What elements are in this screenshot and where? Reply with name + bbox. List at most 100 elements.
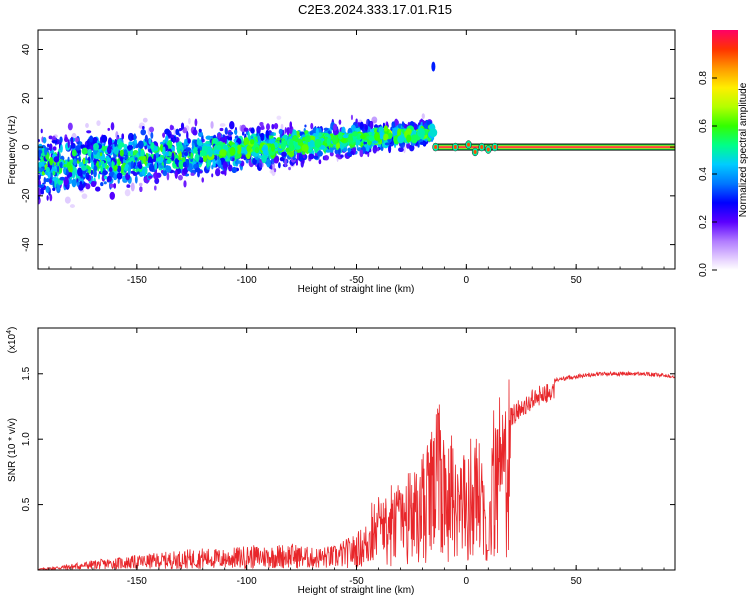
spectral-blob bbox=[384, 142, 390, 146]
spectral-blob bbox=[154, 161, 158, 170]
spectral-blob bbox=[318, 159, 322, 165]
colorbar-ticks: 0.0 0.2 0.4 0.6 0.8 bbox=[698, 71, 717, 277]
spectral-blob bbox=[224, 135, 227, 145]
spectral-core-blob bbox=[280, 142, 287, 150]
spectral-blob bbox=[222, 134, 226, 138]
spectral-core-blob bbox=[326, 137, 331, 146]
spectral-blob bbox=[227, 131, 234, 135]
spectral-blob bbox=[419, 141, 426, 145]
spectral-blob bbox=[162, 139, 166, 144]
spectral-blob bbox=[323, 127, 329, 131]
spectral-blob bbox=[153, 153, 157, 163]
spectral-blob bbox=[164, 135, 169, 144]
spectral-blob bbox=[64, 177, 69, 186]
spectral-blob bbox=[217, 159, 222, 168]
spectral-blob bbox=[350, 114, 353, 121]
spectral-blob bbox=[51, 139, 58, 144]
spectral-blob bbox=[97, 173, 101, 180]
snr-frame bbox=[37, 327, 676, 571]
spectral-core-blob bbox=[342, 134, 349, 139]
spectral-core-blob bbox=[374, 131, 380, 141]
transition-blob-core bbox=[434, 145, 438, 150]
spectral-core-blob bbox=[383, 125, 388, 132]
snr-x-ticks: -150 -100 -50 0 50 bbox=[48, 328, 665, 587]
spectral-core-blob bbox=[417, 127, 425, 138]
spectral-blob bbox=[190, 151, 194, 160]
spectral-blob bbox=[315, 128, 319, 137]
spectral-blob bbox=[148, 163, 155, 172]
y-tick-label: 0.5 bbox=[21, 497, 32, 511]
spectral-blob bbox=[91, 151, 94, 161]
spectral-blob bbox=[226, 158, 231, 162]
spectral-blob bbox=[133, 133, 137, 141]
spectral-blob bbox=[72, 158, 77, 166]
spectral-blob bbox=[201, 177, 205, 183]
spectral-blob bbox=[123, 149, 128, 156]
spectral-blob bbox=[140, 129, 147, 136]
spectral-blob bbox=[44, 178, 50, 183]
spectral-blob bbox=[154, 177, 160, 185]
spectral-blob bbox=[194, 153, 200, 162]
y-tick-label: 1.0 bbox=[21, 432, 32, 446]
spectral-blob bbox=[181, 157, 186, 163]
spectral-blob bbox=[142, 117, 148, 123]
spectral-blob bbox=[270, 164, 273, 170]
spectral-blob bbox=[219, 123, 226, 127]
spectral-blob bbox=[166, 172, 170, 181]
spectral-blob bbox=[59, 161, 63, 168]
spectral-core-blob bbox=[254, 146, 260, 154]
spectral-blob bbox=[49, 143, 53, 151]
spectral-blob bbox=[273, 132, 277, 136]
spectral-blob bbox=[139, 186, 143, 193]
spectral-blob bbox=[174, 170, 178, 179]
spectral-blob bbox=[198, 131, 204, 138]
spectral-blob bbox=[92, 136, 98, 145]
spectral-blob bbox=[310, 122, 314, 130]
spectral-blob bbox=[317, 150, 323, 157]
spectral-blob bbox=[183, 151, 189, 156]
spectral-blob bbox=[89, 135, 94, 143]
spectral-blob bbox=[79, 181, 83, 185]
spectral-blob bbox=[115, 131, 119, 139]
x-tick-label: 0 bbox=[464, 576, 470, 587]
spectral-blob bbox=[106, 145, 112, 155]
spectral-core-blob bbox=[250, 139, 255, 145]
spectral-core-blob bbox=[406, 134, 412, 143]
spectral-blob bbox=[116, 165, 122, 173]
spectral-blob bbox=[53, 134, 58, 139]
spectral-core-blob bbox=[368, 135, 376, 142]
spectral-blob bbox=[43, 176, 47, 185]
spectral-blob bbox=[365, 118, 369, 127]
spectral-blob bbox=[417, 142, 420, 148]
spectral-blob bbox=[93, 142, 99, 151]
spectral-blob bbox=[85, 122, 89, 128]
spectral-blob bbox=[132, 171, 138, 176]
chart-title: C2E3.2024.333.17.01.R15 bbox=[298, 2, 452, 17]
spectral-core-blob bbox=[270, 143, 275, 152]
spectral-core-blob bbox=[202, 154, 208, 163]
colorbar-tick-label: 0.8 bbox=[698, 71, 709, 85]
spectral-core-blob bbox=[236, 144, 242, 155]
snr-y-axis-label: SNR (10 * v/v) bbox=[7, 418, 18, 482]
spectral-blob bbox=[38, 143, 43, 149]
spectral-blob bbox=[40, 128, 43, 134]
spectral-blob bbox=[197, 171, 200, 178]
spectral-blob bbox=[72, 149, 77, 157]
spectral-blob bbox=[81, 147, 88, 155]
spectral-blob bbox=[109, 167, 113, 173]
spectral-core-blob bbox=[219, 149, 227, 157]
spectral-blob bbox=[174, 158, 179, 165]
spectral-blob bbox=[49, 157, 54, 166]
spectral-core-blob bbox=[379, 131, 384, 140]
spectral-blob bbox=[175, 128, 180, 136]
spectral-core-blob bbox=[397, 135, 405, 144]
y-tick-label: 20 bbox=[21, 92, 32, 104]
spectral-blob bbox=[176, 145, 181, 154]
spectral-blob bbox=[296, 151, 300, 161]
x-tick-label: 50 bbox=[571, 576, 583, 587]
spectral-blob bbox=[95, 151, 102, 160]
spectral-blob bbox=[86, 165, 90, 170]
spectral-blob bbox=[149, 126, 155, 133]
spectral-core-blob bbox=[301, 144, 309, 153]
spectral-blob bbox=[142, 155, 147, 165]
